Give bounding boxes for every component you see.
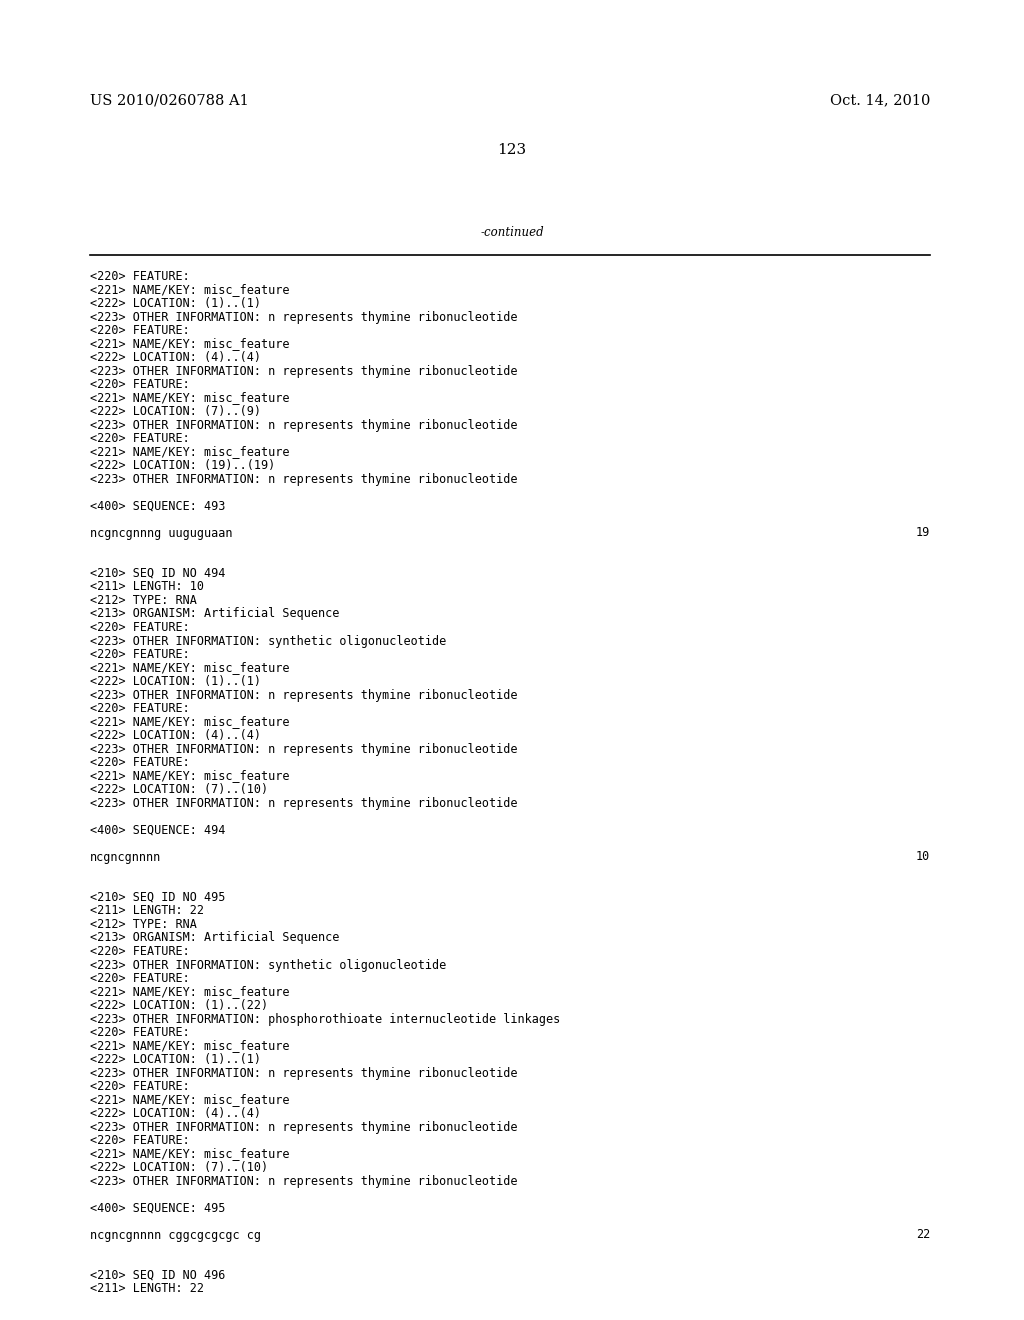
Text: <220> FEATURE:: <220> FEATURE: (90, 756, 189, 770)
Text: <220> FEATURE:: <220> FEATURE: (90, 702, 189, 715)
Text: -continued: -continued (480, 226, 544, 239)
Text: <221> NAME/KEY: misc_feature: <221> NAME/KEY: misc_feature (90, 446, 290, 458)
Text: <220> FEATURE:: <220> FEATURE: (90, 648, 189, 661)
Text: <222> LOCATION: (1)..(1): <222> LOCATION: (1)..(1) (90, 1053, 261, 1067)
Text: <220> FEATURE:: <220> FEATURE: (90, 1134, 189, 1147)
Text: <220> FEATURE:: <220> FEATURE: (90, 378, 189, 391)
Text: 10: 10 (915, 850, 930, 863)
Text: <223> OTHER INFORMATION: n represents thymine ribonucleotide: <223> OTHER INFORMATION: n represents th… (90, 418, 517, 432)
Text: <212> TYPE: RNA: <212> TYPE: RNA (90, 917, 197, 931)
Text: 19: 19 (915, 527, 930, 540)
Text: <222> LOCATION: (4)..(4): <222> LOCATION: (4)..(4) (90, 351, 261, 364)
Text: <221> NAME/KEY: misc_feature: <221> NAME/KEY: misc_feature (90, 1147, 290, 1160)
Text: <210> SEQ ID NO 496: <210> SEQ ID NO 496 (90, 1269, 225, 1282)
Text: Oct. 14, 2010: Oct. 14, 2010 (829, 92, 930, 107)
Text: <223> OTHER INFORMATION: synthetic oligonucleotide: <223> OTHER INFORMATION: synthetic oligo… (90, 635, 446, 648)
Text: <223> OTHER INFORMATION: n represents thymine ribonucleotide: <223> OTHER INFORMATION: n represents th… (90, 310, 517, 323)
Text: <221> NAME/KEY: misc_feature: <221> NAME/KEY: misc_feature (90, 338, 290, 351)
Text: <220> FEATURE:: <220> FEATURE: (90, 323, 189, 337)
Text: <400> SEQUENCE: 495: <400> SEQUENCE: 495 (90, 1201, 225, 1214)
Text: <223> OTHER INFORMATION: n represents thymine ribonucleotide: <223> OTHER INFORMATION: n represents th… (90, 1175, 517, 1188)
Text: <223> OTHER INFORMATION: n represents thymine ribonucleotide: <223> OTHER INFORMATION: n represents th… (90, 1067, 517, 1080)
Text: <222> LOCATION: (19)..(19): <222> LOCATION: (19)..(19) (90, 459, 275, 473)
Text: ncgncgnnnn cggcgcgcgc cg: ncgncgnnnn cggcgcgcgc cg (90, 1229, 261, 1242)
Text: 123: 123 (498, 143, 526, 157)
Text: <221> NAME/KEY: misc_feature: <221> NAME/KEY: misc_feature (90, 392, 290, 404)
Text: <213> ORGANISM: Artificial Sequence: <213> ORGANISM: Artificial Sequence (90, 607, 339, 620)
Text: <220> FEATURE:: <220> FEATURE: (90, 432, 189, 445)
Text: <211> LENGTH: 22: <211> LENGTH: 22 (90, 1283, 204, 1295)
Text: <212> TYPE: RNA: <212> TYPE: RNA (90, 594, 197, 607)
Text: <211> LENGTH: 22: <211> LENGTH: 22 (90, 904, 204, 917)
Text: ncgncgnnnn: ncgncgnnnn (90, 850, 161, 863)
Text: <222> LOCATION: (1)..(1): <222> LOCATION: (1)..(1) (90, 675, 261, 688)
Text: <221> NAME/KEY: misc_feature: <221> NAME/KEY: misc_feature (90, 1093, 290, 1106)
Text: <400> SEQUENCE: 493: <400> SEQUENCE: 493 (90, 499, 225, 512)
Text: <222> LOCATION: (1)..(1): <222> LOCATION: (1)..(1) (90, 297, 261, 310)
Text: <223> OTHER INFORMATION: phosphorothioate internucleotide linkages: <223> OTHER INFORMATION: phosphorothioat… (90, 1012, 560, 1026)
Text: <222> LOCATION: (7)..(9): <222> LOCATION: (7)..(9) (90, 405, 261, 418)
Text: <223> OTHER INFORMATION: n represents thymine ribonucleotide: <223> OTHER INFORMATION: n represents th… (90, 742, 517, 755)
Text: <221> NAME/KEY: misc_feature: <221> NAME/KEY: misc_feature (90, 770, 290, 783)
Text: <210> SEQ ID NO 495: <210> SEQ ID NO 495 (90, 891, 225, 904)
Text: <221> NAME/KEY: misc_feature: <221> NAME/KEY: misc_feature (90, 661, 290, 675)
Text: <223> OTHER INFORMATION: n represents thymine ribonucleotide: <223> OTHER INFORMATION: n represents th… (90, 689, 517, 701)
Text: ncgncgnnng uuguguaan: ncgncgnnng uuguguaan (90, 527, 232, 540)
Text: <222> LOCATION: (4)..(4): <222> LOCATION: (4)..(4) (90, 1107, 261, 1119)
Text: <210> SEQ ID NO 494: <210> SEQ ID NO 494 (90, 568, 225, 579)
Text: <221> NAME/KEY: misc_feature: <221> NAME/KEY: misc_feature (90, 715, 290, 729)
Text: <220> FEATURE:: <220> FEATURE: (90, 271, 189, 282)
Text: <222> LOCATION: (7)..(10): <222> LOCATION: (7)..(10) (90, 1162, 268, 1173)
Text: <223> OTHER INFORMATION: n represents thymine ribonucleotide: <223> OTHER INFORMATION: n represents th… (90, 364, 517, 378)
Text: <220> FEATURE:: <220> FEATURE: (90, 945, 189, 958)
Text: <220> FEATURE:: <220> FEATURE: (90, 1026, 189, 1039)
Text: <223> OTHER INFORMATION: synthetic oligonucleotide: <223> OTHER INFORMATION: synthetic oligo… (90, 958, 446, 972)
Text: <220> FEATURE:: <220> FEATURE: (90, 620, 189, 634)
Text: <213> ORGANISM: Artificial Sequence: <213> ORGANISM: Artificial Sequence (90, 932, 339, 945)
Text: <211> LENGTH: 10: <211> LENGTH: 10 (90, 581, 204, 594)
Text: <222> LOCATION: (1)..(22): <222> LOCATION: (1)..(22) (90, 999, 268, 1012)
Text: <221> NAME/KEY: misc_feature: <221> NAME/KEY: misc_feature (90, 284, 290, 297)
Text: <222> LOCATION: (4)..(4): <222> LOCATION: (4)..(4) (90, 729, 261, 742)
Text: US 2010/0260788 A1: US 2010/0260788 A1 (90, 92, 249, 107)
Text: <223> OTHER INFORMATION: n represents thymine ribonucleotide: <223> OTHER INFORMATION: n represents th… (90, 473, 517, 486)
Text: <223> OTHER INFORMATION: n represents thymine ribonucleotide: <223> OTHER INFORMATION: n represents th… (90, 1121, 517, 1134)
Text: <223> OTHER INFORMATION: n represents thymine ribonucleotide: <223> OTHER INFORMATION: n represents th… (90, 796, 517, 809)
Text: <222> LOCATION: (7)..(10): <222> LOCATION: (7)..(10) (90, 783, 268, 796)
Text: <400> SEQUENCE: 494: <400> SEQUENCE: 494 (90, 824, 225, 837)
Text: <220> FEATURE:: <220> FEATURE: (90, 1080, 189, 1093)
Text: <220> FEATURE:: <220> FEATURE: (90, 972, 189, 985)
Text: <221> NAME/KEY: misc_feature: <221> NAME/KEY: misc_feature (90, 986, 290, 998)
Text: <221> NAME/KEY: misc_feature: <221> NAME/KEY: misc_feature (90, 1040, 290, 1052)
Text: 22: 22 (915, 1229, 930, 1242)
